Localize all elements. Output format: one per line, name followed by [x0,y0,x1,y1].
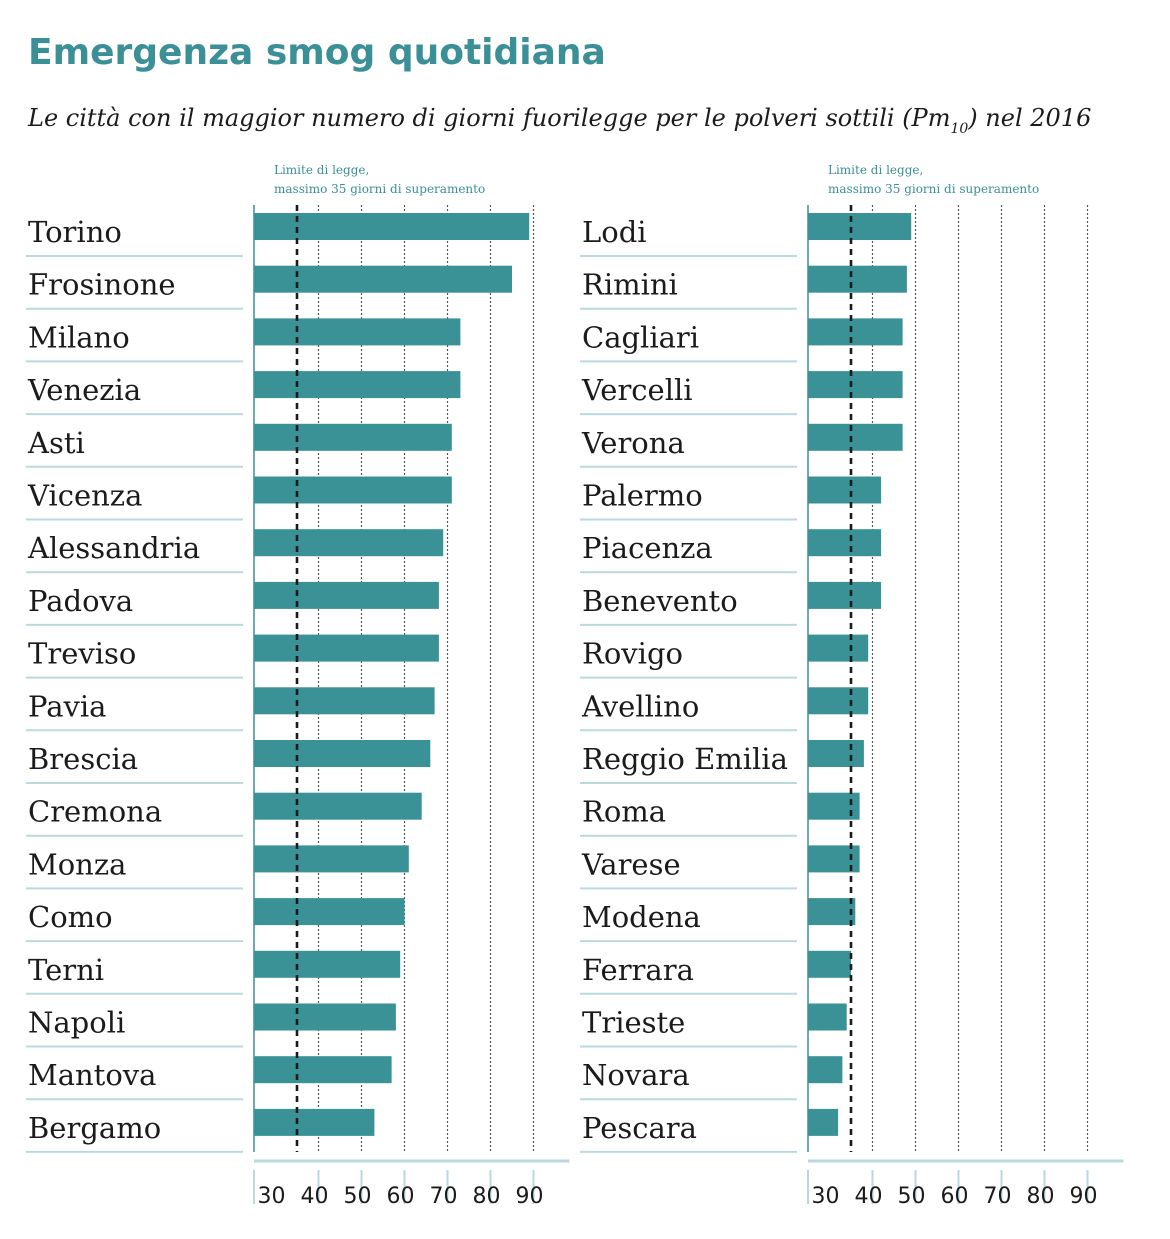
bar [254,1003,396,1031]
category-label: Reggio Emilia [582,742,788,776]
category-label: Asti [27,426,85,460]
bar [808,371,903,399]
category-label: Frosinone [28,268,176,302]
limit-label-line1: Limite di legge, [274,163,369,177]
category-label: Modena [582,900,701,934]
bar [808,581,882,609]
category-label: Terni [28,953,104,987]
category-label: Lodi [582,215,647,249]
x-tick-label: 80 [1027,1184,1055,1209]
category-label: Torino [28,215,122,249]
category-label: Rovigo [582,637,683,671]
category-label: Rimini [582,268,678,302]
category-label: Pescara [582,1111,697,1145]
bar [254,1108,375,1136]
bar [254,898,405,926]
bar [254,529,444,557]
x-tick-label: 90 [516,1184,544,1209]
category-label: Vicenza [27,479,142,513]
limit-label-line2: massimo 35 giorni di superamento [828,182,1039,196]
bar [808,740,864,767]
bar [254,371,461,399]
category-label: Venezia [27,373,141,407]
chart-subtitle: Le città con il maggior numero di giorni… [27,104,1091,137]
left-bar-chart: Torino Frosinone Milano Venezia Asti Vicenza A… [26,163,570,1209]
category-label: Monza [28,847,126,881]
category-label: Alessandria [27,531,200,565]
bar [254,634,439,662]
bar [808,950,851,978]
subtitle-suffix: ) nel 2016 [967,104,1091,132]
category-label: Bergamo [28,1111,161,1145]
x-tick-label: 30 [812,1184,840,1209]
category-label: Trieste [582,1006,685,1040]
bar [254,950,401,978]
category-label: Cagliari [582,320,699,354]
right-bar-chart: Lodi Rimini Cagliari Vercelli Verona Palermo P… [580,163,1124,1209]
chart-title: Emergenza smog quotidiana [28,32,606,73]
bar [254,476,452,504]
limit-label-line2: massimo 35 giorni di superamento [274,182,485,196]
bar [808,318,903,346]
category-label: Verona [581,426,685,460]
x-tick-label: 60 [387,1184,415,1209]
bar [254,792,422,820]
x-tick-label: 70 [984,1184,1012,1209]
category-label: Vercelli [581,373,693,407]
subtitle-prefix: Le città con il maggior numero di giorni… [27,104,950,132]
category-label: Piacenza [582,531,713,565]
bar [808,476,882,504]
bar [808,1108,839,1136]
bar [808,1003,847,1031]
bar [254,1056,392,1084]
bar [808,1056,843,1084]
bar [808,687,869,715]
category-label: Napoli [28,1006,125,1040]
limit-label-line1: Limite di legge, [828,163,923,177]
bar [808,213,912,240]
category-label: Novara [582,1058,690,1092]
subtitle-subscript: 10 [950,121,968,137]
category-label: Palermo [582,479,703,513]
bar [254,213,530,240]
category-label: Roma [582,795,666,829]
bar [808,265,907,293]
x-tick-label: 80 [473,1184,501,1209]
category-label: Pavia [28,689,106,723]
category-label: Ferrara [582,953,694,987]
category-label: Treviso [28,637,136,671]
bar [808,529,882,557]
bar [254,581,439,609]
category-label: Milano [28,320,130,354]
bar [254,318,461,346]
category-label: Como [28,900,113,934]
x-tick-label: 30 [258,1184,286,1209]
x-tick-label: 50 [898,1184,926,1209]
x-tick-label: 50 [344,1184,372,1209]
bar [254,687,435,715]
x-tick-label: 60 [941,1184,969,1209]
x-tick-label: 40 [301,1184,329,1209]
x-tick-label: 40 [855,1184,883,1209]
category-label: Benevento [582,584,738,618]
bar [808,423,903,451]
category-label: Cremona [28,795,162,829]
category-label: Avellino [581,689,699,723]
category-label: Varese [581,847,681,881]
bar [254,845,409,873]
bar [808,898,856,926]
category-label: Brescia [28,742,138,776]
category-label: Padova [28,584,133,618]
category-label: Mantova [28,1058,156,1092]
bar [808,634,869,662]
bar [254,740,431,767]
x-tick-label: 90 [1070,1184,1098,1209]
bar [254,423,452,451]
x-tick-label: 70 [430,1184,458,1209]
bar [254,265,512,293]
